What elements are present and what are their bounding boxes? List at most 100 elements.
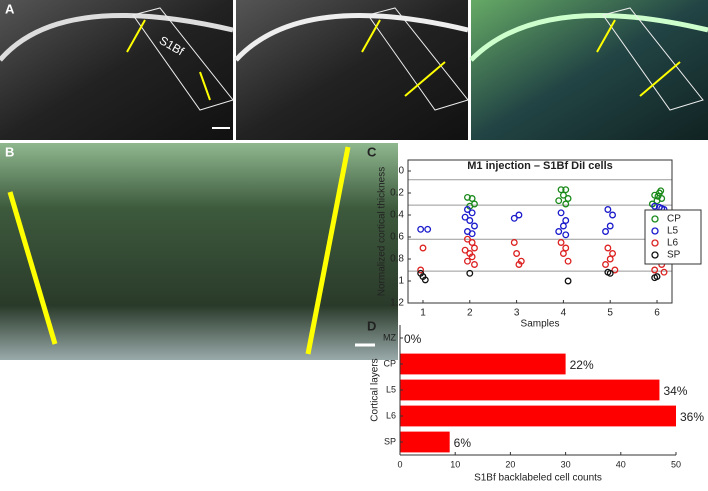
y-tick-label: 0 (398, 166, 404, 177)
data-point (604, 244, 612, 252)
legend-marker (651, 227, 659, 235)
x-tick-label: 6 (654, 308, 660, 319)
data-point (557, 239, 565, 246)
tissue-edge (234, 12, 469, 62)
data-point (562, 244, 570, 252)
boundary-line (126, 19, 146, 53)
x-tick-label: 10 (450, 459, 460, 469)
data-point (657, 187, 665, 195)
data-point (461, 246, 469, 254)
data-point (421, 276, 429, 284)
data-point (562, 186, 570, 194)
x-tick-label: 50 (671, 459, 681, 469)
data-point (559, 250, 567, 257)
data-point (463, 193, 471, 201)
bar-label: 6% (454, 436, 472, 450)
x-tick-label: 2 (467, 308, 473, 319)
x-tick-label: 30 (561, 459, 571, 469)
data-point (466, 217, 474, 224)
data-point (510, 239, 518, 246)
bar-label: 36% (680, 410, 704, 424)
y-axis-label: Cortical layers (370, 358, 381, 421)
x-tick-label: 1 (420, 308, 426, 319)
data-point (471, 261, 478, 268)
x-tick-label: 0 (397, 459, 402, 469)
data-point (606, 255, 614, 263)
bar (400, 353, 566, 375)
x-tick-label: 5 (607, 308, 613, 319)
y-tick-label: 1.2 (390, 298, 404, 309)
data-point (515, 211, 523, 219)
roi-box (132, 7, 234, 111)
data-point (468, 253, 476, 261)
panel-label: D (367, 318, 376, 333)
image-b (0, 143, 398, 360)
data-point (555, 228, 563, 235)
data-point (468, 230, 476, 238)
data-point (611, 266, 619, 274)
tissue-edge (469, 12, 708, 62)
data-point (562, 231, 570, 239)
panel-label: C (367, 144, 377, 159)
y-tick-label: L5 (386, 384, 396, 394)
legend-label: CP (667, 214, 681, 225)
x-tick-label: 40 (616, 459, 626, 469)
legend-marker (651, 239, 659, 247)
x-axis-label: S1Bf backlabeled cell counts (474, 473, 602, 484)
x-tick-label: 3 (514, 308, 520, 319)
data-point (602, 261, 609, 268)
roi-box (367, 7, 469, 111)
boundary-line (199, 71, 211, 101)
y-tick-label: CP (383, 358, 396, 368)
panel-label: B (5, 144, 14, 159)
data-point (463, 235, 471, 243)
bar-label: 22% (570, 358, 594, 372)
legend-label: SP (667, 250, 681, 261)
data-point (609, 250, 617, 257)
data-point (660, 268, 668, 276)
legend-label: L5 (667, 226, 679, 237)
data-point (468, 195, 476, 202)
boundary-line (361, 19, 381, 53)
data-point (471, 244, 478, 252)
panel-label: A (5, 1, 15, 16)
data-point (468, 209, 476, 217)
x-tick-label: 20 (505, 459, 515, 469)
data-point (653, 197, 661, 205)
data-point (557, 186, 565, 194)
plot-frame (407, 159, 673, 304)
y-tick-label: 0.4 (390, 210, 404, 221)
data-point (562, 217, 570, 224)
boundary-line (404, 61, 446, 97)
data-point (471, 222, 478, 230)
bar (400, 431, 450, 453)
x-axis-label: Samples (521, 319, 560, 330)
data-point (461, 213, 469, 221)
data-point (513, 250, 521, 257)
data-point (419, 244, 427, 252)
y-tick-label: 0.2 (390, 188, 404, 199)
data-point (564, 277, 572, 285)
data-point (604, 206, 612, 213)
data-point (604, 268, 612, 276)
data-point (515, 261, 523, 268)
legend-marker (651, 251, 659, 259)
data-point (602, 228, 609, 235)
y-axis-label: Normalized cortical thickness (377, 167, 388, 297)
data-point (562, 200, 570, 208)
data-point (606, 222, 614, 230)
y-tick-label: 0.8 (390, 254, 404, 265)
bar-label: 0% (404, 332, 422, 346)
data-point (555, 197, 563, 205)
data-point (564, 257, 572, 265)
y-tick-label: MZ (383, 332, 396, 342)
data-point (651, 202, 659, 210)
data-point (564, 195, 572, 202)
data-point (609, 211, 617, 219)
data-point (559, 191, 567, 199)
boundary-line (7, 191, 58, 345)
chart-title: M1 injection – S1Bf DiI cells (467, 160, 613, 172)
data-point (559, 222, 567, 230)
data-point (651, 266, 659, 274)
